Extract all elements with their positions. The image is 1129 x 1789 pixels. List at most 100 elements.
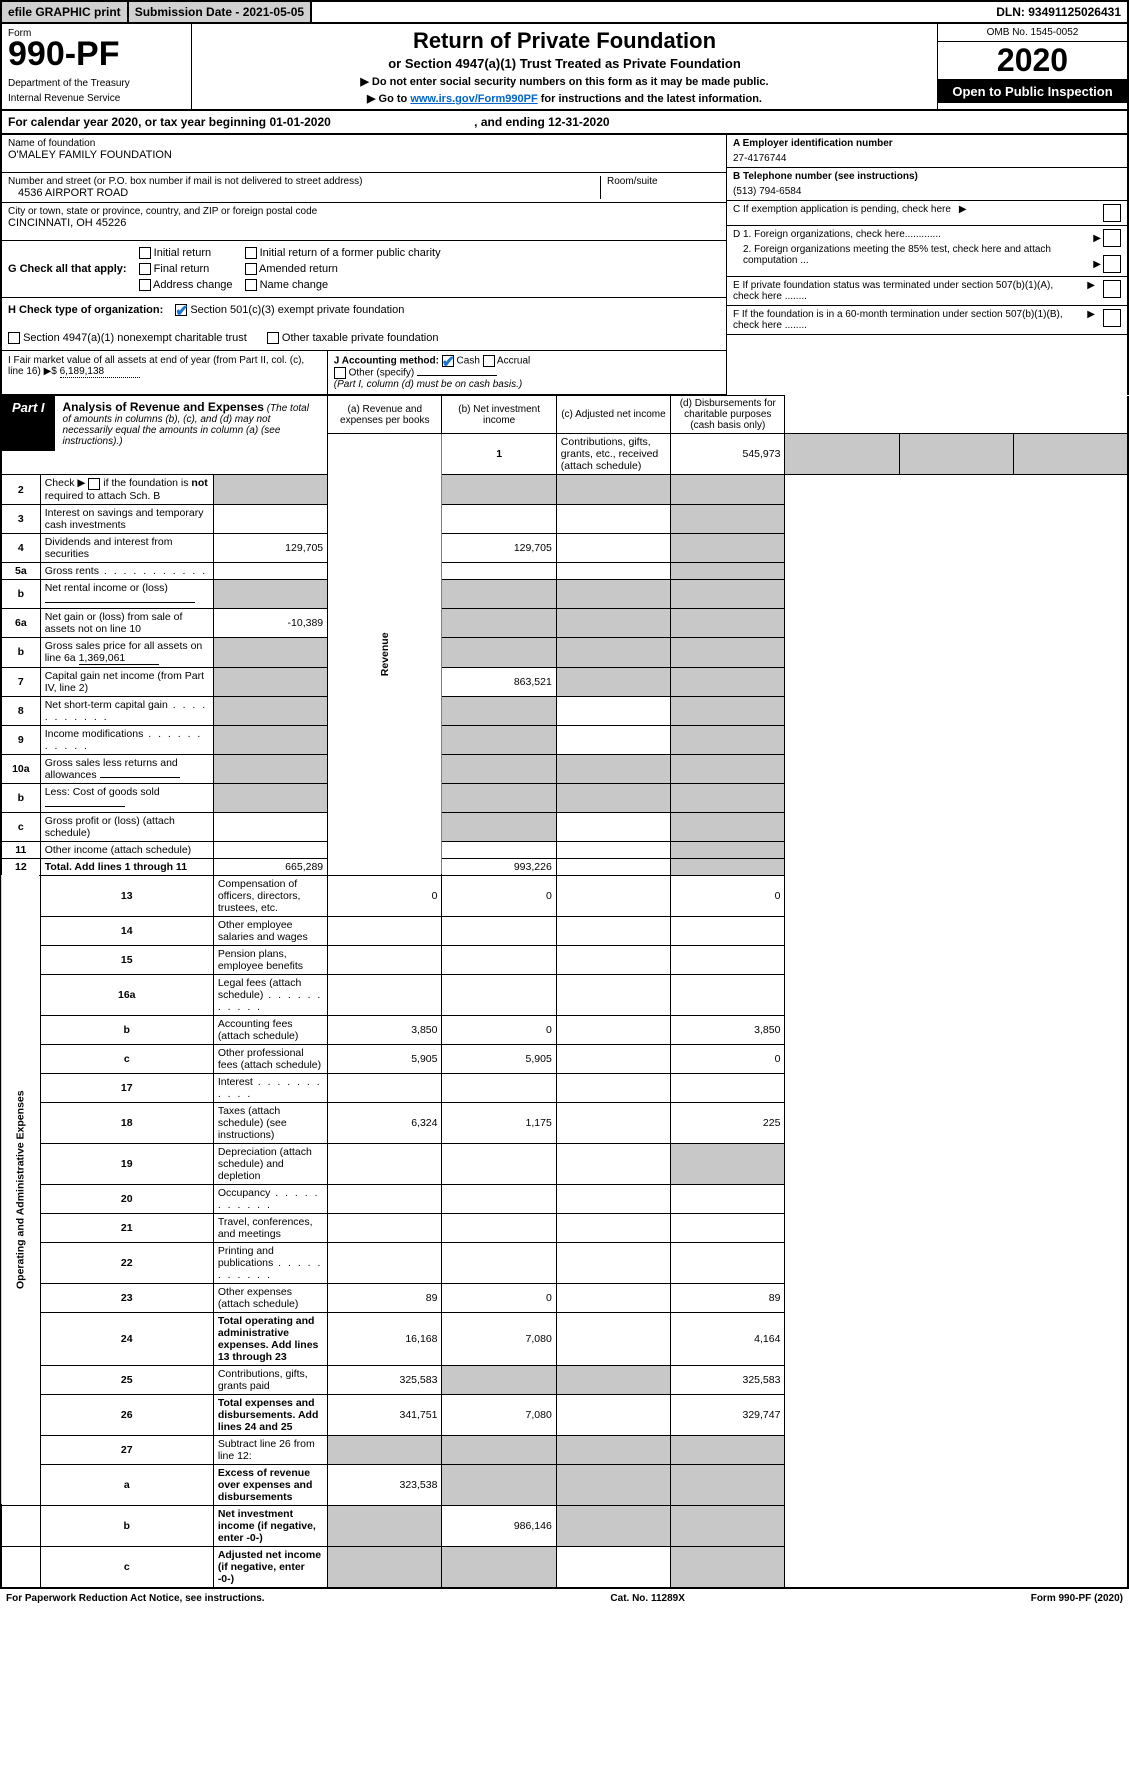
- table-row: 22Printing and publications: [1, 1242, 1128, 1283]
- accrual-checkbox[interactable]: [483, 355, 495, 367]
- ein-value: 27-4176744: [733, 153, 1121, 164]
- telephone-value: (513) 794-6584: [733, 186, 1121, 197]
- form-footer: Form 990-PF (2020): [1031, 1593, 1123, 1604]
- table-row: bAccounting fees (attach schedule)3,8500…: [1, 1015, 1128, 1044]
- calendar-year: For calendar year 2020, or tax year begi…: [0, 111, 1129, 135]
- table-row: cGross profit or (loss) (attach schedule…: [1, 812, 1128, 841]
- table-row: 19Depreciation (attach schedule) and dep…: [1, 1143, 1128, 1184]
- section-c-label: C If exemption application is pending, c…: [733, 204, 951, 215]
- top-bar: efile GRAPHIC print Submission Date - 20…: [0, 0, 1129, 24]
- col-d-header: (d) Disbursements for charitable purpose…: [671, 396, 785, 434]
- 501c3-checkbox[interactable]: [175, 304, 187, 316]
- paperwork-notice: For Paperwork Reduction Act Notice, see …: [6, 1593, 265, 1604]
- table-row: 23Other expenses (attach schedule)89089: [1, 1283, 1128, 1312]
- table-row: 20Occupancy: [1, 1184, 1128, 1213]
- section-f-label: F If the foundation is in a 60-month ter…: [733, 309, 1079, 331]
- section-i: I Fair market value of all assets at end…: [2, 351, 328, 394]
- name-label: Name of foundation: [8, 138, 720, 149]
- form-header: Form 990-PF Department of the Treasury I…: [0, 24, 1129, 111]
- fmv-value: 6,189,138: [60, 366, 140, 378]
- table-row: 6aNet gain or (loss) from sale of assets…: [1, 608, 1128, 637]
- form-number: 990-PF: [8, 35, 185, 74]
- table-row: 10aGross sales less returns and allowanc…: [1, 754, 1128, 783]
- section-d2-label: 2. Foreign organizations meeting the 85%…: [733, 244, 1085, 266]
- table-row: 26Total expenses and disbursements. Add …: [1, 1394, 1128, 1435]
- efile-label[interactable]: efile GRAPHIC print: [2, 2, 129, 22]
- table-row: 4Dividends and interest from securities1…: [1, 533, 1128, 562]
- table-row: 12Total. Add lines 1 through 11665,28999…: [1, 858, 1128, 875]
- table-row: 9Income modifications: [1, 725, 1128, 754]
- cash-checkbox[interactable]: [442, 355, 454, 367]
- section-j: J Accounting method: Cash Accrual Other …: [328, 351, 726, 394]
- form-subtitle: or Section 4947(a)(1) Trust Treated as P…: [198, 56, 931, 71]
- dln: DLN: 93491125026431: [990, 2, 1127, 22]
- col-c-header: (c) Adjusted net income: [556, 396, 670, 434]
- omb-number: OMB No. 1545-0052: [938, 24, 1127, 42]
- section-d1-label: D 1. Foreign organizations, check here..…: [733, 229, 1085, 240]
- table-row: aExcess of revenue over expenses and dis…: [1, 1464, 1128, 1505]
- room-label: Room/suite: [607, 176, 720, 187]
- ssn-warning: ▶ Do not enter social security numbers o…: [198, 75, 931, 88]
- 4947-checkbox[interactable]: [8, 332, 20, 344]
- foreign-org-checkbox[interactable]: [1103, 229, 1121, 247]
- expenses-section-label: Operating and Administrative Expenses: [1, 875, 40, 1505]
- tax-year: 2020: [938, 42, 1127, 80]
- table-row: cAdjusted net income (if negative, enter…: [1, 1546, 1128, 1588]
- table-row: Operating and Administrative Expenses 13…: [1, 875, 1128, 916]
- section-g: G Check all that apply: Initial return F…: [2, 241, 726, 298]
- open-public: Open to Public Inspection: [938, 80, 1127, 103]
- status-terminated-checkbox[interactable]: [1103, 280, 1121, 298]
- other-method-checkbox[interactable]: [334, 367, 346, 379]
- instructions-note: ▶ Go to www.irs.gov/Form990PF for instru…: [198, 92, 931, 105]
- section-h: H Check type of organization: Section 50…: [2, 298, 726, 350]
- irs-label: Internal Revenue Service: [8, 93, 185, 104]
- table-row: 15Pension plans, employee benefits: [1, 945, 1128, 974]
- name-change-checkbox[interactable]: [245, 279, 257, 291]
- telephone-label: B Telephone number (see instructions): [733, 171, 918, 182]
- table-row: 7Capital gain net income (from Part IV, …: [1, 667, 1128, 696]
- foreign-85-checkbox[interactable]: [1103, 255, 1121, 273]
- final-return-checkbox[interactable]: [139, 263, 151, 275]
- table-row: 11Other income (attach schedule): [1, 841, 1128, 858]
- page-footer: For Paperwork Reduction Act Notice, see …: [0, 1589, 1129, 1608]
- table-row: bLess: Cost of goods sold: [1, 783, 1128, 812]
- table-row: 14Other employee salaries and wages: [1, 916, 1128, 945]
- table-row: 27Subtract line 26 from line 12:: [1, 1435, 1128, 1464]
- initial-return-checkbox[interactable]: [139, 247, 151, 259]
- dept-treasury: Department of the Treasury: [8, 78, 185, 89]
- cat-number: Cat. No. 11289X: [610, 1593, 684, 1604]
- sch-b-checkbox[interactable]: [88, 478, 100, 490]
- table-row: 25Contributions, gifts, grants paid325,5…: [1, 1365, 1128, 1394]
- table-row: 2Check ▶ if the foundation is not requir…: [1, 475, 1128, 504]
- initial-former-checkbox[interactable]: [245, 247, 257, 259]
- city-state-zip: CINCINNATI, OH 45226: [8, 217, 720, 229]
- city-label: City or town, state or province, country…: [8, 206, 720, 217]
- table-row: 21Travel, conferences, and meetings: [1, 1213, 1128, 1242]
- address-change-checkbox[interactable]: [139, 279, 151, 291]
- foundation-name: O'MALEY FAMILY FOUNDATION: [8, 149, 720, 161]
- section-e-label: E If private foundation status was termi…: [733, 280, 1079, 302]
- part1-tag: Part I: [2, 396, 55, 451]
- table-row: 18Taxes (attach schedule) (see instructi…: [1, 1102, 1128, 1143]
- instructions-link[interactable]: www.irs.gov/Form990PF: [410, 93, 537, 105]
- part1-table: Part I Analysis of Revenue and Expenses …: [0, 395, 1129, 1588]
- table-row: 8Net short-term capital gain: [1, 696, 1128, 725]
- submission-date: Submission Date - 2021-05-05: [129, 2, 312, 22]
- address-label: Number and street (or P.O. box number if…: [8, 176, 600, 187]
- part1-title: Analysis of Revenue and Expenses: [63, 400, 264, 414]
- address: 4536 AIRPORT ROAD: [8, 187, 600, 199]
- exemption-pending-checkbox[interactable]: [1103, 204, 1121, 222]
- revenue-section-label: Revenue: [328, 434, 442, 875]
- col-b-header: (b) Net investment income: [442, 396, 556, 434]
- 60-month-checkbox[interactable]: [1103, 309, 1121, 327]
- table-row: cOther professional fees (attach schedul…: [1, 1044, 1128, 1073]
- table-row: bNet investment income (if negative, ent…: [1, 1505, 1128, 1546]
- table-row: 5aGross rents: [1, 562, 1128, 579]
- amended-return-checkbox[interactable]: [245, 263, 257, 275]
- form-title: Return of Private Foundation: [198, 28, 931, 54]
- table-row: bGross sales price for all assets on lin…: [1, 637, 1128, 667]
- table-row: 16aLegal fees (attach schedule): [1, 974, 1128, 1015]
- other-taxable-checkbox[interactable]: [267, 332, 279, 344]
- table-row: 24Total operating and administrative exp…: [1, 1312, 1128, 1365]
- table-row: 17Interest: [1, 1073, 1128, 1102]
